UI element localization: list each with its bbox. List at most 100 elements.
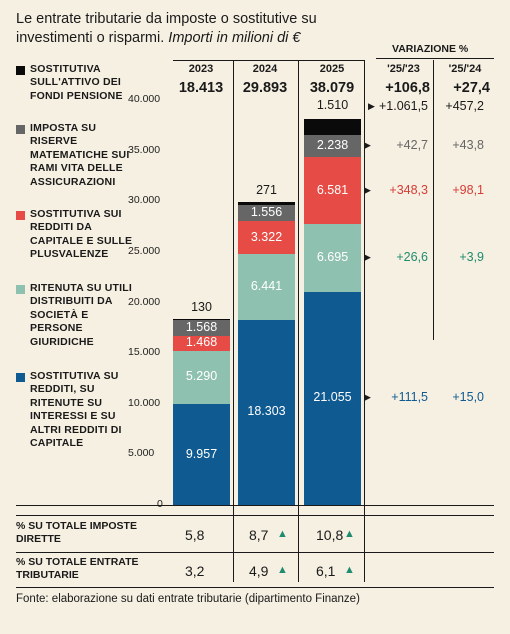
share-row-label: % SU TOTALE ENTRATE TRIBUTARIE xyxy=(16,556,139,582)
y-tick-label: 25.000 xyxy=(128,244,161,257)
share-value: 4,9 xyxy=(249,563,269,579)
y-tick-label: 10.000 xyxy=(128,396,161,409)
arrow-icon: ▶ xyxy=(364,140,371,151)
legend-swatch xyxy=(16,211,25,220)
segment-label: 1.468 xyxy=(185,335,218,350)
bar-segment xyxy=(304,157,361,225)
share-value: 3,2 xyxy=(185,563,205,579)
segment-label: 2.238 xyxy=(316,138,349,153)
legend-label: SOSTITUTIVA SU REDDITI, SU RITENUTE SU I… xyxy=(30,370,122,450)
bar-segment xyxy=(238,205,295,221)
variation-value: +1.061,5 xyxy=(378,99,428,114)
legend-swatch xyxy=(16,66,25,75)
arrow-icon: ▶ xyxy=(364,392,371,403)
share-value: 5,8 xyxy=(185,527,205,543)
bar-segment xyxy=(304,224,361,292)
y-tick-label: 30.000 xyxy=(128,194,161,207)
segment-label: 6.695 xyxy=(316,249,349,264)
axis-baseline xyxy=(16,505,494,506)
row-divider xyxy=(16,552,494,553)
segment-label: 5.290 xyxy=(185,369,218,384)
y-tick-label: 35.000 xyxy=(128,143,161,156)
year-total: 38.079 xyxy=(309,80,355,96)
year-header: 2023 xyxy=(188,63,214,75)
bar-segment xyxy=(304,134,361,158)
segment-label: 130 xyxy=(191,299,212,314)
arrow-icon: ▶ xyxy=(364,184,371,195)
arrow-icon: ▶ xyxy=(368,101,375,112)
bar-segment xyxy=(173,318,230,320)
up-arrow-icon: ▲ xyxy=(344,564,355,576)
row-divider xyxy=(16,587,494,588)
legend-label: RITENUTA SU UTILI DISTRIBUITI DA SOCIETÀ… xyxy=(30,282,132,348)
share-value: 10,8 xyxy=(316,527,344,543)
bar-segment xyxy=(173,350,230,405)
variation-value: +111,5 xyxy=(391,390,428,405)
chart-title: Le entrate tributarie da imposte o sosti… xyxy=(16,10,346,48)
variation-value: +26,6 xyxy=(396,249,428,264)
column-divider xyxy=(364,60,365,582)
year-header: 2025 xyxy=(319,63,345,75)
bar-segment xyxy=(238,319,295,505)
variation-value: +348,3 xyxy=(389,182,428,197)
share-value: 8,7 xyxy=(249,527,269,543)
title-unit: Importi in milioni di € xyxy=(168,30,301,46)
segment-label: 3.322 xyxy=(250,229,283,244)
source-note: Fonte: elaborazione su dati entrate trib… xyxy=(16,593,360,605)
y-tick-label: 40.000 xyxy=(128,93,161,105)
bar-segment xyxy=(304,291,361,505)
share-value: 6,1 xyxy=(316,563,336,579)
y-tick-label: 15.000 xyxy=(128,346,161,359)
segment-label: 6.441 xyxy=(250,279,283,294)
bar-segment xyxy=(238,202,295,206)
header-rule xyxy=(173,60,364,61)
bar-segment xyxy=(304,119,361,135)
legend-swatch xyxy=(16,373,25,382)
total-var: +106,8 xyxy=(385,80,430,96)
segment-label: 6.581 xyxy=(316,182,349,197)
y-tick-label: 5.000 xyxy=(128,447,155,460)
variation-value: +457,2 xyxy=(445,99,484,114)
legend-swatch xyxy=(16,285,25,294)
row-divider xyxy=(16,515,494,516)
segment-label: 18.303 xyxy=(247,404,286,419)
variation-value: +43,8 xyxy=(452,138,484,153)
share-row-label: % SU TOTALE IMPOSTE DIRETTE xyxy=(16,520,137,546)
variation-value: +3,9 xyxy=(459,249,484,264)
year-total: 18.413 xyxy=(178,80,224,96)
total-var: +27,4 xyxy=(453,80,490,96)
arrow-icon: ▶ xyxy=(364,251,371,262)
bar-segment xyxy=(173,404,230,505)
segment-label: 1.568 xyxy=(185,319,218,334)
variation-value: +42,7 xyxy=(396,138,428,153)
year-total: 29.893 xyxy=(242,80,288,96)
bar-segment xyxy=(173,319,230,336)
year-header: 2024 xyxy=(252,63,278,75)
var-col-header: '25/'24 xyxy=(448,63,482,75)
column-divider xyxy=(298,60,299,582)
segment-label: 271 xyxy=(256,183,277,198)
up-arrow-icon: ▲ xyxy=(344,528,355,540)
bar-segment xyxy=(238,220,295,255)
segment-label: 1.510 xyxy=(316,98,349,113)
legend-label: SOSTITUTIVA SULL'ATTIVO DEI FONDI PENSIO… xyxy=(30,63,123,102)
legend-swatch xyxy=(16,125,25,134)
y-tick-label: 20.000 xyxy=(128,295,161,308)
variation-value: +15,0 xyxy=(452,390,484,405)
variazione-rule xyxy=(376,58,494,59)
variation-value: +98,1 xyxy=(452,182,484,197)
title-main: Le entrate tributarie da imposte o sosti… xyxy=(16,11,317,46)
variazione-header: VARIAZIONE % xyxy=(392,43,469,55)
segment-label: 9.957 xyxy=(185,446,218,461)
up-arrow-icon: ▲ xyxy=(277,528,288,540)
column-divider xyxy=(433,60,434,340)
segment-label: 1.556 xyxy=(250,204,283,219)
up-arrow-icon: ▲ xyxy=(277,564,288,576)
legend-label: SOSTITUTIVA SUI REDDITI DA CAPITALE E SU… xyxy=(30,208,133,261)
var-col-header: '25/'23 xyxy=(387,63,420,75)
column-divider xyxy=(233,60,234,582)
legend-label: IMPOSTA SU RISERVE MATEMATICHE SUI RAMI … xyxy=(30,122,130,188)
segment-label: 21.055 xyxy=(313,390,352,405)
bar-segment xyxy=(173,335,230,351)
bar-segment xyxy=(238,254,295,320)
